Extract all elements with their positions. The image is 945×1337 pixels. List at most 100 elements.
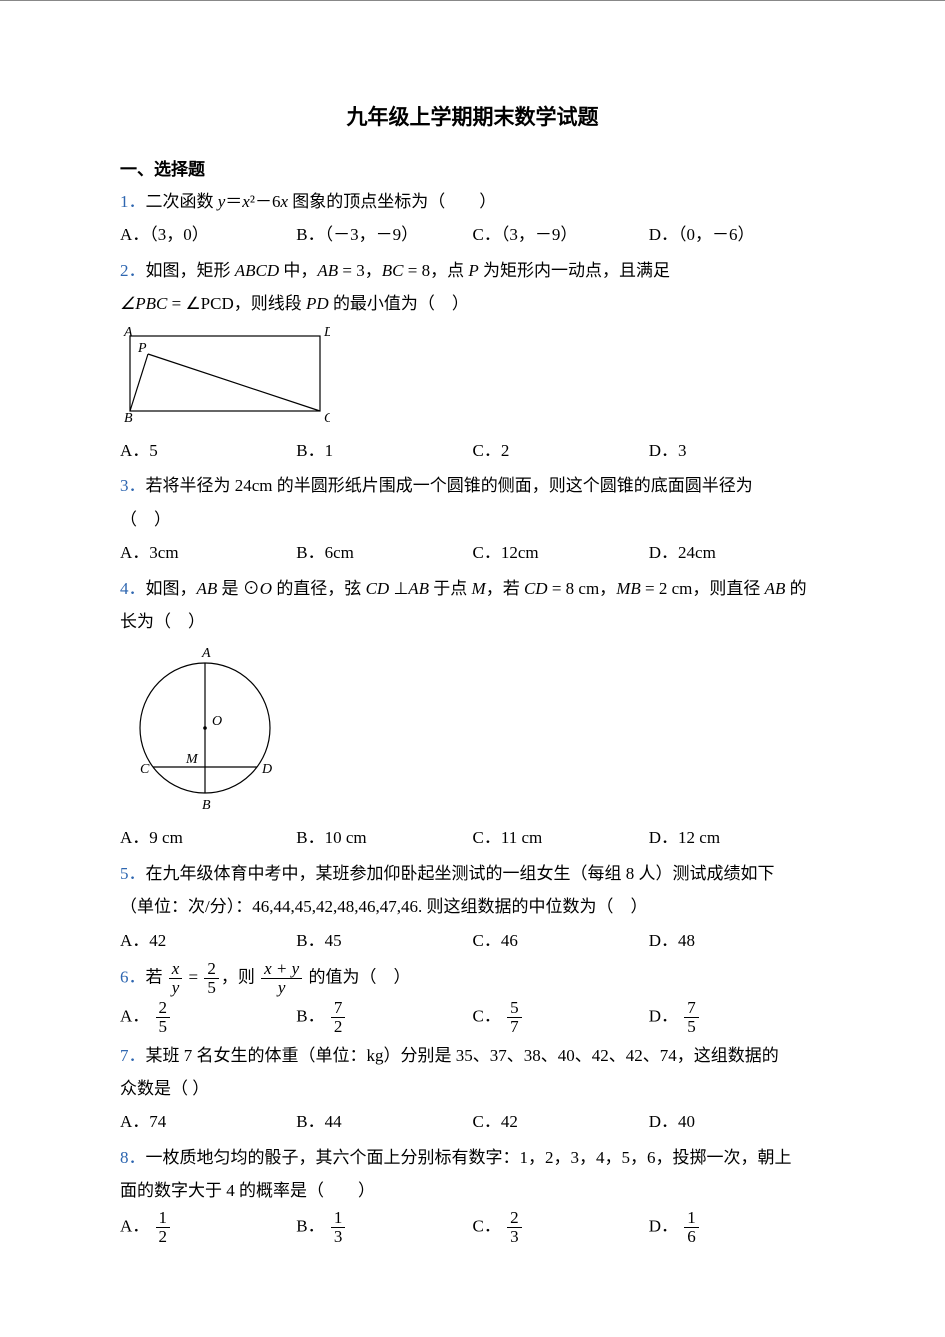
label-C: C — [324, 411, 330, 426]
question-4-line2: 长为（ ） — [120, 606, 825, 637]
question-1: 1．二次函数 y＝x²－6x 图象的顶点坐标为（ ） — [120, 186, 825, 217]
label-M: M — [185, 752, 199, 767]
option-c: C．12cm — [473, 537, 649, 568]
frac-num: 1 — [331, 1209, 346, 1228]
option-d: D．3 — [649, 435, 825, 466]
label-A: A — [123, 326, 133, 340]
question-8: 8．一枚质地匀均的骰子，其六个面上分别标有数字：1，2，3，4，5，6，投掷一次… — [120, 1142, 825, 1173]
question-5-line2: （单位：次/分）：46,44,45,42,48,46,47,46. 则这组数据的… — [120, 891, 825, 922]
frac-num: x — [169, 960, 183, 979]
question-number: 1． — [120, 192, 146, 211]
fraction-icon: 5 7 — [507, 999, 522, 1036]
frac-num: 2 — [204, 960, 219, 979]
question-number: 8． — [120, 1148, 146, 1167]
fraction-icon: x + y y — [261, 960, 302, 997]
q8-text: 一枚质地匀均的骰子，其六个面上分别标有数字：1，2，3，4，5，6，投掷一次，朝… — [146, 1148, 792, 1167]
opt-prefix: B． — [296, 1216, 324, 1235]
q4-var: AB — [765, 579, 786, 598]
option-a: A． 1 2 — [120, 1209, 296, 1246]
option-d: D．24cm — [649, 537, 825, 568]
q2-text: = ∠PCD，则线段 — [167, 294, 306, 313]
label-B: B — [124, 411, 133, 426]
question-5-options: A．42 B．45 C．46 D．48 — [120, 925, 825, 956]
q4-var: O — [260, 579, 272, 598]
frac-den: y — [261, 979, 302, 997]
q6-text: ，则 — [221, 967, 259, 986]
q1-text: ²－6 — [250, 192, 281, 211]
question-7-options: A．74 B．44 C．42 D．40 — [120, 1106, 825, 1137]
fraction-icon: 2 5 — [156, 999, 171, 1036]
option-c: C． 5 7 — [473, 999, 649, 1036]
option-c: C． 2 3 — [473, 1209, 649, 1246]
question-2: 2．如图，矩形 ABCD 中，AB = 3，BC = 8，点 P 为矩形内一动点… — [120, 255, 825, 286]
q4-text: = 2 cm，则直径 — [641, 579, 765, 598]
question-4: 4．如图，AB 是 ⊙O 的直径，弦 CD ⊥AB 于点 M，若 CD = 8 … — [120, 573, 825, 604]
section-heading: 一、选择题 — [120, 155, 825, 180]
opt-prefix: D． — [649, 1006, 678, 1025]
question-3-line2: （ ） — [120, 504, 825, 535]
q1-var-x: x — [280, 192, 288, 211]
label-B: B — [202, 798, 211, 813]
question-number: 4． — [120, 579, 146, 598]
option-b: B． 1 3 — [296, 1209, 472, 1246]
label-O: O — [212, 714, 222, 729]
q4-text: ，若 — [486, 579, 524, 598]
rectangle-diagram: A D B C P — [120, 326, 330, 426]
question-number: 6． — [120, 967, 146, 986]
q1-text: 图象的顶点坐标为（ ） — [288, 192, 496, 211]
frac-den: 7 — [507, 1018, 522, 1036]
option-b: B．10 cm — [296, 822, 472, 853]
q2-text: 的最小值为（ ） — [329, 294, 469, 313]
fraction-icon: 7 2 — [331, 999, 346, 1036]
opt-prefix: C． — [473, 1006, 501, 1025]
option-c: C．46 — [473, 925, 649, 956]
question-8-options: A． 1 2 B． 1 3 C． 2 3 D． 1 6 — [120, 1209, 825, 1246]
q1-text: ＝ — [225, 192, 242, 211]
option-a: A．42 — [120, 925, 296, 956]
q4-text: 于点 — [429, 579, 472, 598]
option-b: B．6cm — [296, 537, 472, 568]
q4-text: = 8 cm， — [548, 579, 617, 598]
frac-den: 3 — [331, 1228, 346, 1246]
q1-var-x: x — [242, 192, 250, 211]
question-number: 7． — [120, 1046, 146, 1065]
fraction-icon: 1 3 — [331, 1209, 346, 1246]
frac-den: 5 — [204, 979, 219, 997]
q2-text: = 8，点 — [404, 261, 469, 280]
option-b: B．44 — [296, 1106, 472, 1137]
question-3: 3．若将半径为 24cm 的半圆形纸片围成一个圆锥的侧面，则这个圆锥的底面圆半径… — [120, 470, 825, 501]
frac-num: 1 — [156, 1209, 171, 1228]
question-4-options: A．9 cm B．10 cm C．11 cm D．12 cm — [120, 822, 825, 853]
q4-var: AB — [408, 579, 429, 598]
q4-text: 如图， — [146, 579, 197, 598]
frac-den: 6 — [684, 1228, 699, 1246]
frac-den: 2 — [331, 1018, 346, 1036]
question-1-options: A．（3，0） B．（－3，－9） C．（3，－9） D．（0，－6） — [120, 219, 825, 250]
option-d: D．40 — [649, 1106, 825, 1137]
q4-text: 是 ⊙ — [217, 579, 260, 598]
q2-var: BC — [382, 261, 404, 280]
frac-den: y — [169, 979, 183, 997]
option-a: A． 2 5 — [120, 999, 296, 1036]
question-2-line2: ∠PBC = ∠PCD，则线段 PD 的最小值为（ ） — [120, 288, 825, 319]
circle-diagram: A B C D O M — [120, 643, 290, 813]
question-3-options: A．3cm B．6cm C．12cm D．24cm — [120, 537, 825, 568]
q2-var: AB — [317, 261, 338, 280]
option-a: A．（3，0） — [120, 219, 296, 250]
question-number: 2． — [120, 261, 146, 280]
question-6-options: A． 2 5 B． 7 2 C． 5 7 D． 7 5 — [120, 999, 825, 1036]
option-b: B．1 — [296, 435, 472, 466]
question-8-line2: 面的数字大于 4 的概率是（ ） — [120, 1175, 825, 1206]
q2-diagram: A D B C P — [120, 326, 825, 431]
q4-var: CD — [524, 579, 548, 598]
question-7: 7．某班 7 名女生的体重（单位：kg）分别是 35、37、38、40、42、4… — [120, 1040, 825, 1071]
q2-text: = 3， — [338, 261, 382, 280]
opt-prefix: D． — [649, 1216, 678, 1235]
question-number: 3． — [120, 476, 146, 495]
q6-text: 若 — [146, 967, 167, 986]
page: 九年级上学期期末数学试题 一、选择题 1．二次函数 y＝x²－6x 图象的顶点坐… — [0, 0, 945, 1337]
q3-text: 若将半径为 24cm 的半圆形纸片围成一个圆锥的侧面，则这个圆锥的底面圆半径为 — [146, 476, 753, 495]
option-c: C．11 cm — [473, 822, 649, 853]
opt-prefix: C． — [473, 1216, 501, 1235]
label-A: A — [201, 646, 211, 661]
